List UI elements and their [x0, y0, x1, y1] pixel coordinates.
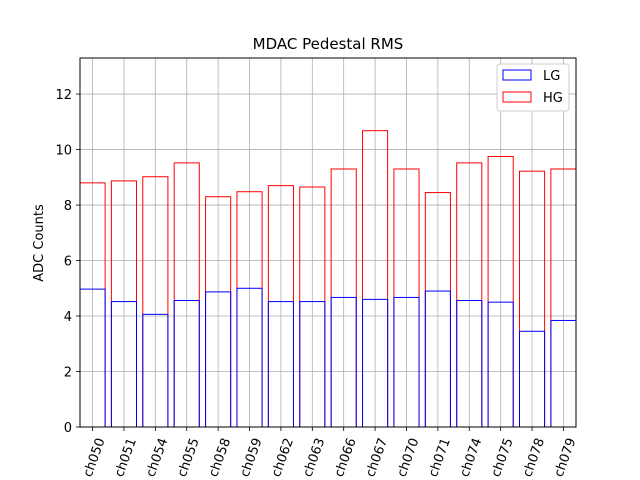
x-tick-label: ch066 [332, 436, 360, 479]
grid [80, 58, 576, 428]
x-tick-label: ch055 [175, 436, 203, 479]
y-tick-label: 4 [64, 310, 72, 325]
legend: LG HG [496, 63, 570, 112]
x-tick-label: ch062 [269, 436, 297, 479]
y-tick-label: 6 [64, 255, 72, 270]
x-tick-label: ch075 [489, 436, 517, 479]
plot-frame [79, 57, 577, 428]
y-axis-label: ADC Counts [32, 204, 47, 282]
x-tick-label: ch054 [144, 436, 172, 479]
chart-title: MDAC Pedestal RMS [253, 35, 404, 53]
y-tick-label: 2 [64, 366, 72, 381]
legend-swatch-hg [502, 91, 532, 103]
x-tick-label: ch070 [395, 436, 423, 479]
x-tick-label: ch063 [300, 436, 328, 479]
x-tick-label: ch074 [457, 436, 485, 479]
legend-label-hg: HG [543, 91, 563, 106]
y-tick-label: 10 [55, 144, 72, 159]
y-tick-label: 0 [64, 421, 72, 436]
y-tick-label: 8 [64, 199, 72, 214]
x-tick-label: ch079 [552, 436, 580, 479]
x-tick-label: ch067 [363, 436, 391, 479]
x-tick-label: ch058 [206, 436, 234, 479]
x-tick-label: ch051 [112, 436, 140, 479]
x-tick-label: ch050 [81, 436, 109, 479]
x-tick-label: ch078 [520, 436, 548, 479]
x-tick-label: ch059 [238, 436, 266, 479]
legend-box [496, 63, 570, 112]
bars [79, 130, 577, 428]
x-tick-label: ch071 [426, 436, 454, 479]
legend-label-lg: LG [543, 69, 560, 84]
legend-swatch-lg [502, 69, 532, 81]
y-tick-label: 12 [55, 88, 72, 103]
